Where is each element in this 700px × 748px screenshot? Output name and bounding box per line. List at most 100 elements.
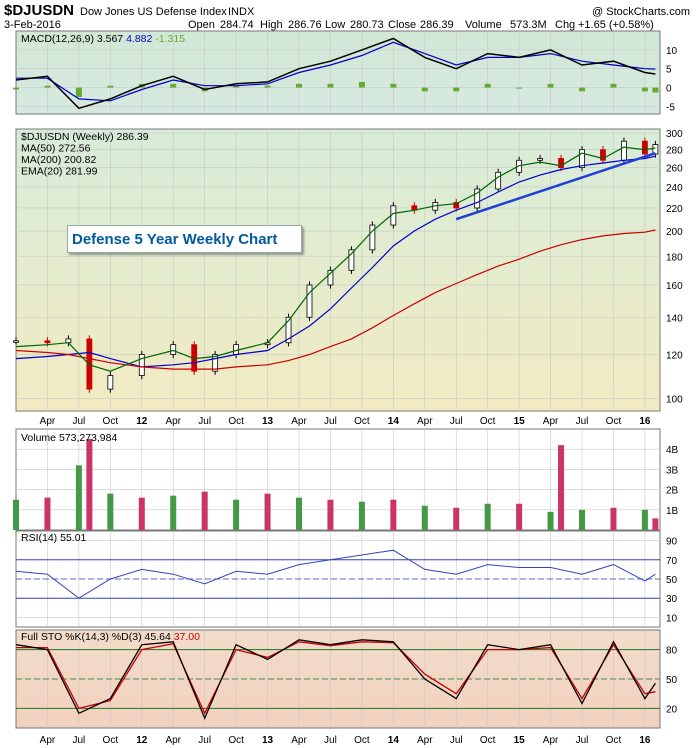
ma200-line <box>15 229 656 370</box>
y-tick-label: 1B <box>666 506 679 517</box>
x-tick-label: 16 <box>639 735 651 746</box>
rsi-line <box>15 549 656 599</box>
y-tick-label: 10 <box>666 46 678 57</box>
x-tick-label: Oct <box>354 735 370 746</box>
price-candle <box>327 269 334 286</box>
x-tick-label: 14 <box>388 735 400 746</box>
y-tick-label: 140 <box>666 313 683 324</box>
price-panel <box>15 128 661 412</box>
x-tick-label: Jul <box>450 416 463 427</box>
y-tick-label: 90 <box>666 537 678 548</box>
volume-bar <box>453 507 460 530</box>
x-tick-label: Apr <box>291 735 307 746</box>
macd-histogram-bar <box>390 83 397 88</box>
open-value: 284.74 <box>220 19 254 31</box>
y-tick-label: 260 <box>666 164 683 175</box>
macd-panel <box>15 30 661 115</box>
volume-bar <box>107 493 114 530</box>
chg-label: Chg <box>555 19 575 31</box>
price-candle <box>107 375 114 390</box>
volume-bar <box>516 503 523 530</box>
y-tick-label: 160 <box>666 281 683 292</box>
y-tick-label: 50 <box>666 675 678 686</box>
y-tick-label: 4B <box>666 445 679 456</box>
y-tick-label: 120 <box>666 351 683 362</box>
x-tick-label: Oct <box>480 735 496 746</box>
volume-legend: Volume 573,273,984 <box>21 432 117 444</box>
price-candle <box>44 340 51 344</box>
macd-histogram-bar <box>579 87 586 92</box>
price-legend: $DJUSDN (Weekly) 286.39 <box>21 131 149 143</box>
macd-histogram-bar <box>44 85 51 88</box>
watermark: @ StockCharts.com <box>592 6 690 18</box>
y-tick-label: 0 <box>666 84 672 95</box>
x-tick-label: 14 <box>388 416 400 427</box>
price-candle <box>138 354 145 376</box>
price-candle <box>621 140 627 161</box>
x-tick-label: Oct <box>228 735 244 746</box>
macd-histogram-bar <box>107 85 114 88</box>
volume-bar <box>358 501 365 530</box>
y-tick-label: 5 <box>666 65 672 76</box>
price-candle <box>306 284 313 318</box>
macd-histogram-bar <box>547 83 554 88</box>
macd-histogram-bar <box>641 87 648 92</box>
price-candle <box>369 224 376 251</box>
price-candle <box>495 171 502 190</box>
volume-bar <box>201 491 208 530</box>
x-tick-label: 15 <box>514 735 526 746</box>
price-candle <box>558 158 564 168</box>
macd-histogram-bar <box>652 87 659 93</box>
y-tick-label: 50 <box>666 575 678 586</box>
macd-histogram-bar <box>75 87 82 98</box>
x-tick-label: Jul <box>576 735 589 746</box>
volume-bar <box>610 507 617 530</box>
ema20-line <box>15 146 656 372</box>
x-tick-label: 16 <box>639 416 651 427</box>
x-tick-label: Oct <box>480 416 496 427</box>
open-label: Open <box>188 19 215 31</box>
price-candle <box>600 149 606 161</box>
y-tick-label: 220 <box>666 204 683 215</box>
rsi-legend: RSI(14) 55.01 <box>21 532 87 544</box>
x-tick-label: Jul <box>72 735 85 746</box>
macd-histogram-bar <box>264 85 271 88</box>
price-candle <box>212 354 219 372</box>
volume-bar <box>170 495 177 530</box>
volume-bar <box>547 511 554 530</box>
macd-histogram-bar <box>170 83 177 88</box>
close-label: Close <box>388 19 416 31</box>
volume-bar <box>421 505 428 530</box>
price-candle <box>170 344 177 355</box>
chart-annotation: Defense 5 Year Weekly Chart <box>67 225 302 253</box>
x-tick-label: Oct <box>103 416 119 427</box>
price-candle <box>285 316 292 344</box>
volume-bar <box>652 518 659 530</box>
price-candle <box>537 158 543 161</box>
volume-bar <box>233 499 240 530</box>
volume-bar <box>264 493 271 530</box>
macd-histogram-bar <box>516 87 523 89</box>
high-value: 286.76 <box>288 19 322 31</box>
volume-bar <box>484 503 491 530</box>
volume-bar <box>579 509 586 530</box>
chg-value: +1.65 (+0.58%) <box>578 19 654 31</box>
y-tick-label: 180 <box>666 252 683 263</box>
x-tick-label: Apr <box>417 735 433 746</box>
x-tick-label: Jul <box>450 735 463 746</box>
y-tick-label: -5 <box>666 102 675 113</box>
x-tick-label: Apr <box>291 416 307 427</box>
x-tick-label: Apr <box>40 735 56 746</box>
macd-histogram-bar <box>233 85 240 88</box>
ma200-legend: MA(200) 200.82 <box>21 154 96 166</box>
y-tick-label: 3B <box>666 465 679 476</box>
ma50-line <box>15 155 656 368</box>
volume-bar <box>296 497 303 530</box>
index-name: Dow Jones US Defense Index <box>80 6 227 18</box>
volume-bar <box>86 439 93 530</box>
x-tick-label: Oct <box>606 416 622 427</box>
macd-histogram-bar <box>327 83 334 88</box>
x-tick-label: Jul <box>198 416 211 427</box>
x-tick-label: Oct <box>228 416 244 427</box>
